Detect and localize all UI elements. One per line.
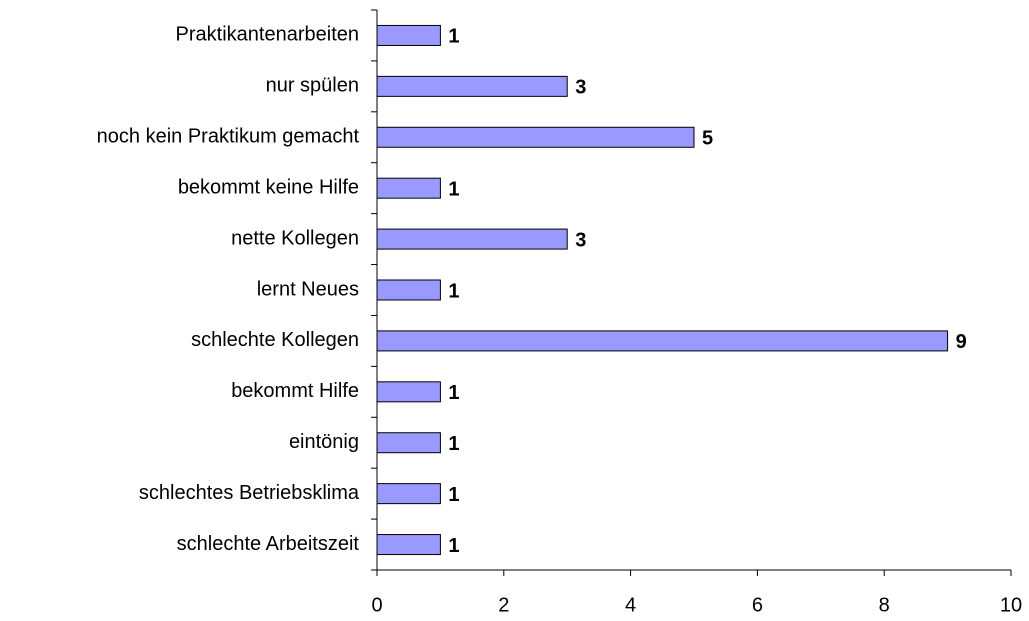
bar — [376, 483, 441, 505]
bar — [376, 330, 949, 352]
bar — [376, 381, 441, 403]
y-tick-label: schlechtes Betriebsklima — [139, 482, 360, 504]
value-label: 1 — [448, 535, 459, 557]
bar — [376, 24, 441, 46]
x-tick-label: 6 — [752, 594, 763, 616]
value-label: 1 — [448, 484, 459, 506]
value-label: 9 — [956, 331, 967, 353]
bar — [376, 534, 441, 556]
x-tick-label: 10 — [1000, 594, 1022, 616]
y-tick-label: nette Kollegen — [231, 227, 359, 249]
y-tick-label: eintönig — [289, 431, 359, 453]
bar — [376, 279, 441, 301]
bar — [376, 75, 568, 97]
y-tick-label: schlechte Kollegen — [191, 329, 359, 351]
y-tick-label: lernt Neues — [257, 278, 359, 300]
y-tick-label: noch kein Praktikum gemacht — [97, 126, 360, 148]
value-label: 3 — [575, 229, 586, 251]
y-tick-label: schlechte Arbeitszeit — [177, 533, 360, 555]
x-tick-label: 8 — [879, 594, 890, 616]
bar — [376, 228, 568, 250]
value-label: 3 — [575, 77, 586, 99]
value-label: 1 — [448, 280, 459, 302]
y-tick-label: nur spülen — [266, 75, 359, 97]
y-tick-label: bekommt keine Hilfe — [178, 176, 359, 198]
value-label: 1 — [448, 178, 459, 200]
bar — [376, 177, 441, 199]
bar — [376, 126, 695, 148]
y-tick-label: Praktikantenarbeiten — [176, 24, 359, 46]
x-tick-label: 2 — [498, 594, 509, 616]
bar — [376, 432, 441, 454]
value-label: 1 — [448, 26, 459, 48]
value-label: 1 — [448, 382, 459, 404]
x-tick-label: 4 — [625, 594, 636, 616]
x-tick-label: 0 — [371, 594, 382, 616]
value-label: 5 — [702, 128, 713, 150]
y-tick-label: bekommt Hilfe — [231, 380, 359, 402]
value-label: 1 — [448, 433, 459, 455]
